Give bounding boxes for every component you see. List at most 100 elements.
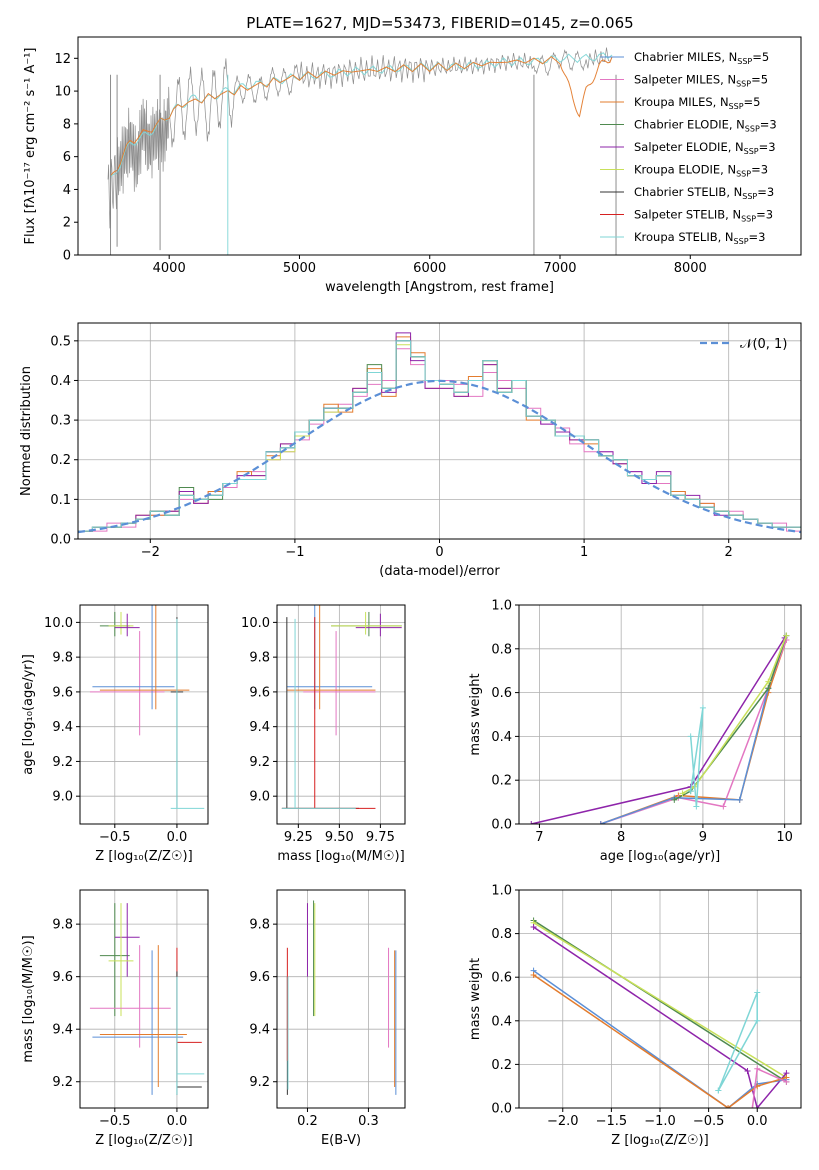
x-axis-label: Z [log₁₀(Z/Z☉)] [611,1133,708,1148]
legend-label: Chabrier STELIB, NSSP=3 [634,185,774,201]
y-tick-label: 1.0 [491,599,512,614]
y-tick-label: 2 [63,216,71,231]
axes-frame [79,889,209,1109]
x-tick-label: 0.0 [167,830,188,845]
y-tick-label: 12 [54,52,71,67]
figure-title: PLATE=1627, MJD=53473, FIBERID=0145, z=0… [246,14,633,32]
x-tick-label: 0 [435,545,443,560]
y-tick-label: 0.5 [50,334,71,349]
plot-area [78,332,801,534]
x-tick-label: 9.25 [284,830,313,845]
gaussian-curve [78,379,801,534]
x-tick-label: 1 [580,545,588,560]
y-tick-label: 9.0 [249,790,270,805]
y-tick-label: 8 [63,117,71,132]
chart-massweight-vs-age: 7 8 9 10 0.0 0.2 0.4 0.6 0.8 1.0 age [log₁₀(age/yr… [468,599,802,864]
x-tick-label: −2.0 [547,1114,579,1129]
legend-label: Salpeter ELODIE, NSSP=3 [634,140,776,156]
y-axis-label: mass [log₁₀(M/M☉)] [21,935,36,1062]
marker-s5 [765,685,772,692]
chart-mass-vs-Z: −0.5 0.0 9.2 9.4 9.6 9.8 Z [log₁₀(Z/Z☉)] mass [… [21,889,209,1148]
y-tick-label: 6 [63,150,71,165]
marker-s7 [754,1017,761,1024]
marker-s3 [754,1105,761,1108]
marker-s6 [765,678,772,685]
x-axis-label: (data-model)/error [379,564,500,579]
y-tick-label: 9.6 [249,970,270,985]
marker-s7 [699,704,706,711]
line-s7 [689,707,704,807]
y-axis-label: mass weight [468,673,483,755]
marker-s6 [749,1105,756,1108]
line-s2 [600,639,788,824]
x-tick-label: −1.0 [644,1114,676,1129]
line-s1 [531,637,786,824]
line-s6 [682,635,787,794]
x-tick-label: 0.0 [747,1114,768,1129]
y-tick-label: 0.0 [491,818,512,833]
y-tick-label: 9.8 [249,651,270,666]
marker-s1 [528,821,535,824]
line-s5 [533,974,787,1108]
marker-s7 [693,803,700,810]
plot-area [89,903,205,1095]
legend-label: Kroupa ELODIE, NSSP=3 [634,163,768,179]
legend-label: Kroupa STELIB, NSSP=3 [634,230,765,246]
x-tick-label: 0.3 [358,1114,379,1129]
y-tick-label: 0.3 [50,414,71,429]
plot-area [286,900,397,1095]
y-tick-label: 4 [63,183,71,198]
y-tick-label: 0.8 [491,927,512,942]
x-axis-label: wavelength [Angstrom, rest frame] [325,280,554,295]
y-tick-label: 0.2 [491,1058,512,1073]
y-tick-label: 10 [54,85,71,100]
x-tick-label: 5000 [283,261,316,276]
x-tick-label: −2 [141,545,160,560]
marker-s6 [679,790,686,797]
y-tick-label: 0.2 [50,453,71,468]
chart-age-vs-mass: 9.25 9.50 9.75 9.0 9.2 9.4 9.6 9.8 10.0 mass [log… [241,604,406,864]
line-s7 [717,992,758,1091]
y-tick-label: 9.4 [52,1023,73,1038]
spectrum-line-model-miles [110,55,613,176]
y-tick-label: 0.2 [491,774,512,789]
plot-area [107,47,617,255]
x-tick-label: 0.0 [167,1114,188,1129]
y-tick-label: 9.8 [249,918,270,933]
y-tick-label: 1.0 [491,884,512,899]
marker-s5 [725,1105,732,1108]
x-axis-label: Z [log₁₀(Z/Z☉)] [95,849,192,864]
chart-spectrum: 4000 5000 6000 7000 8000 0 2 4 6 8 10 12 wavelength … [23,36,802,295]
marker-s4 [597,821,604,824]
axes-frame [276,889,406,1109]
y-tick-label: 0.4 [50,374,71,389]
line-s1 [533,919,787,1083]
y-tick-label: 0.1 [50,493,71,508]
y-tick-label: 9.6 [52,685,73,700]
marker-s4 [736,796,743,803]
line-s5 [673,635,788,801]
chart-residuals: −2 −1 0 1 2 0.0 0.1 0.2 0.3 0.4 0.5 (data-model)/er… [19,322,802,579]
y-tick-label: 9.8 [52,918,73,933]
legend-label: Salpeter MILES, NSSP=5 [634,73,768,89]
y-tick-label: 0.6 [491,971,512,986]
y-tick-label: 0 [63,249,71,264]
legend-label: Kroupa MILES, NSSP=5 [634,95,760,111]
spectrum-line-data [107,47,613,229]
marker-s6 [783,1078,790,1085]
x-tick-label: 9 [699,830,707,845]
x-tick-label: −0.5 [693,1114,725,1129]
x-tick-label: 0.2 [297,1114,318,1129]
plot-area [89,605,205,809]
y-tick-label: 0.8 [491,642,512,657]
x-tick-label: 8 [617,830,625,845]
y-axis-label: Normed distribution [19,366,34,496]
y-tick-label: 10.0 [44,616,73,631]
y-axis-label: mass weight [468,958,483,1040]
x-tick-label: 7 [535,830,543,845]
y-tick-label: 9.4 [249,720,270,735]
marker-s3 [720,803,727,810]
x-axis-label: mass [log₁₀(M/M☉)] [277,849,404,864]
chart-mass-vs-EBV: 0.2 0.3 9.2 9.4 9.6 9.8 E(B-V) [249,889,406,1148]
y-tick-label: 9.2 [249,755,270,770]
